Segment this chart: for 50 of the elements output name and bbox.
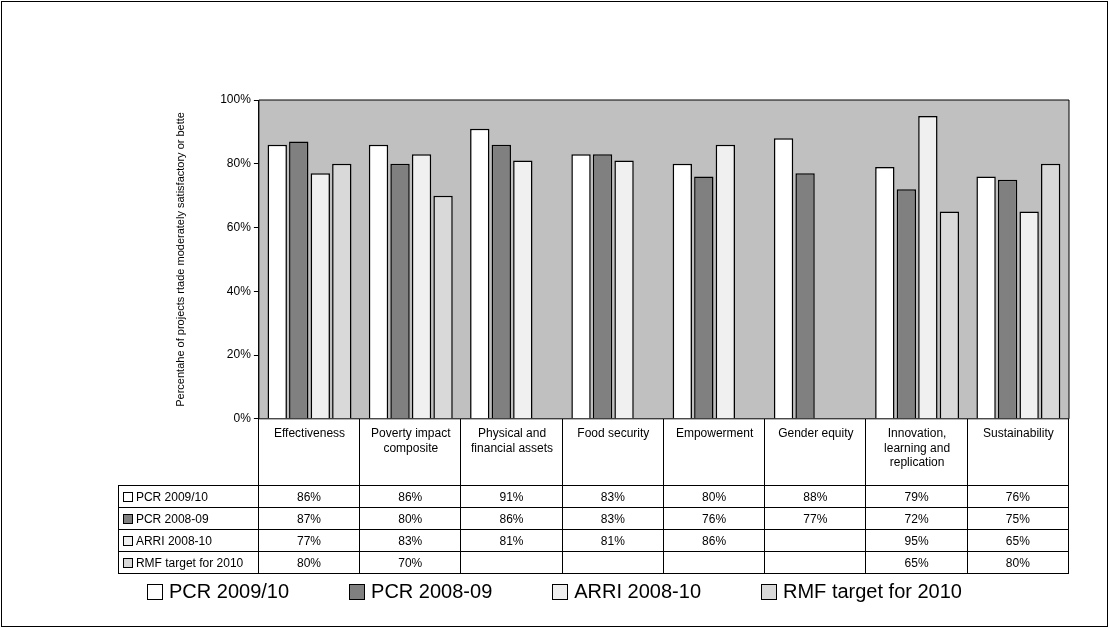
data-label: 77% bbox=[257, 529, 361, 552]
data-label: 86% bbox=[257, 485, 361, 508]
x-tick-label: Empowerment bbox=[675, 426, 754, 441]
data-label: 72% bbox=[865, 507, 968, 530]
data-label: 86% bbox=[662, 529, 766, 552]
legend-label: PCR 2009/10 bbox=[117, 485, 259, 508]
data-label: 70% bbox=[359, 551, 462, 574]
data-label: 65% bbox=[966, 529, 1069, 552]
legend-label: RMF target for 2010 bbox=[782, 580, 962, 603]
y-tick-label: 100% bbox=[220, 92, 252, 107]
legend-label: PCR 2008-09 bbox=[117, 507, 259, 530]
data-label: 80% bbox=[662, 485, 766, 508]
legend-label: ARRI 2008-10 bbox=[117, 529, 259, 552]
data-label: 87% bbox=[257, 507, 361, 530]
data-label: 76% bbox=[662, 507, 766, 530]
data-label: 79% bbox=[865, 485, 968, 508]
x-tick-label: Innovation, learning and replication bbox=[884, 426, 951, 470]
y-tick-label: 80% bbox=[226, 156, 252, 171]
data-label: 88% bbox=[764, 485, 867, 508]
y-tick-label: 0% bbox=[233, 411, 252, 426]
data-label: 77% bbox=[764, 507, 867, 530]
text: ARRI 2008-10 bbox=[574, 580, 702, 602]
data-label: 80% bbox=[966, 551, 1069, 574]
data-label: 86% bbox=[460, 507, 563, 530]
x-tick-label: Physical and financial assets bbox=[471, 426, 554, 455]
y-tick-label: 40% bbox=[226, 283, 252, 298]
x-tick-label: Effectiveness bbox=[273, 426, 346, 441]
data-label: 83% bbox=[561, 485, 664, 508]
data-label: 81% bbox=[561, 529, 664, 552]
data-label: 81% bbox=[460, 529, 563, 552]
data-label: 80% bbox=[359, 507, 462, 530]
text: PCR 2009/10 bbox=[169, 580, 290, 602]
y-axis-title: Percentahe of projects rtade moderately satisfactory or bette bbox=[173, 112, 186, 407]
data-label: 75% bbox=[966, 507, 1069, 530]
y-tick-label: 20% bbox=[226, 347, 252, 362]
data-label: 91% bbox=[460, 485, 563, 508]
text: PCR 2008-09 bbox=[371, 580, 493, 602]
data-label: 65% bbox=[865, 551, 968, 574]
text: RMF target for 2010 bbox=[135, 555, 244, 570]
data-label: 83% bbox=[561, 507, 664, 530]
data-label: 95% bbox=[865, 529, 968, 552]
x-tick-label: Gender equity bbox=[778, 426, 854, 441]
y-tick-label: 60% bbox=[226, 219, 252, 234]
data-label: 76% bbox=[966, 485, 1069, 508]
data-label: 86% bbox=[359, 485, 462, 508]
x-tick-label: Poverty impact composite bbox=[371, 426, 452, 455]
data-label: 83% bbox=[359, 529, 462, 552]
x-tick-label: Food security bbox=[577, 426, 650, 441]
x-tick-label: Sustainability bbox=[983, 426, 1054, 441]
data-label: 80% bbox=[257, 551, 361, 574]
